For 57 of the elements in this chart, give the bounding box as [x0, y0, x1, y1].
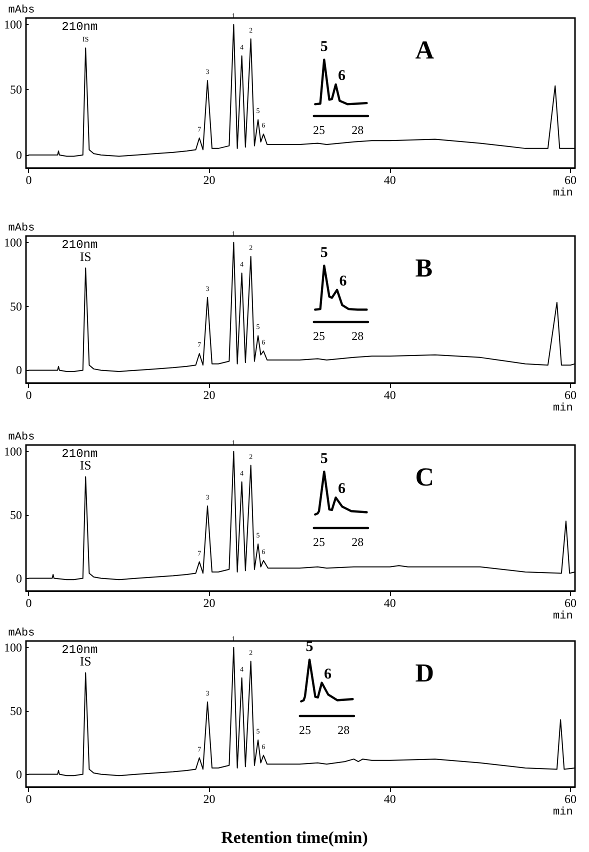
- x-axis-title: min: [553, 806, 573, 818]
- x-tick-label: 20: [203, 596, 216, 610]
- text: B: [415, 254, 433, 282]
- x-axis-title: min: [553, 188, 573, 200]
- y-axis-title: mAbs: [8, 628, 35, 640]
- x-tick-label: 0: [26, 388, 32, 402]
- y-tick-label: 0: [16, 767, 22, 782]
- text: D: [415, 658, 434, 688]
- y-tick-label: 50: [10, 299, 22, 314]
- x-tick-label: 25: [313, 535, 325, 549]
- y-tick-label: 100: [4, 640, 22, 654]
- x-tick-label: 20: [203, 173, 216, 187]
- x-tick-label: 60: [564, 792, 576, 806]
- annotation: 5: [320, 39, 328, 56]
- y-axis-title: mAbs: [8, 432, 35, 444]
- y-tick-label: 50: [10, 704, 22, 718]
- text: Retention time(min): [221, 828, 368, 847]
- x-tick-label: 25: [313, 329, 325, 343]
- x-tick-label: 40: [384, 596, 396, 610]
- y-tick-label: 100: [4, 444, 22, 458]
- annotation: 5: [320, 245, 328, 262]
- annotation: 5: [320, 451, 328, 468]
- annotation: 6: [338, 68, 346, 84]
- x-tick-label: 28: [338, 723, 350, 737]
- y-axis-title: mAbs: [8, 4, 35, 16]
- y-tick-label: 50: [10, 508, 22, 522]
- x-tick-label: 25: [299, 723, 311, 737]
- annotation: 6: [324, 666, 332, 682]
- x-axis-title: min: [553, 610, 573, 622]
- text: C: [415, 462, 434, 492]
- y-tick-label: 50: [10, 82, 22, 97]
- y-tick-label: 100: [4, 235, 22, 250]
- x-tick-label: 60: [564, 173, 576, 187]
- x-axis-title: min: [553, 402, 573, 414]
- x-tick-label: 60: [564, 388, 576, 402]
- y-axis-title: mAbs: [8, 222, 35, 234]
- x-tick-label: 20: [203, 388, 216, 402]
- x-tick-label: 28: [352, 535, 364, 549]
- y-tick-label: 0: [16, 363, 22, 378]
- x-tick-label: 0: [26, 792, 32, 806]
- y-tick-label: 100: [4, 18, 22, 32]
- x-tick-label: 28: [352, 329, 364, 343]
- x-tick-label: 40: [384, 173, 396, 187]
- x-tick-label: 60: [564, 596, 576, 610]
- x-tick-label: 40: [384, 388, 396, 402]
- x-tick-label: 40: [384, 792, 396, 806]
- annotation: 6: [338, 481, 346, 498]
- x-tick-label: 25: [313, 123, 325, 137]
- text: A: [415, 36, 434, 64]
- x-tick-label: 0: [26, 173, 32, 187]
- y-tick-label: 0: [16, 571, 22, 586]
- x-tick-label: 0: [26, 596, 32, 610]
- annotation: 6: [339, 273, 348, 290]
- x-tick-label: 28: [352, 123, 364, 137]
- chart-subtitle: 210nm: [62, 20, 98, 34]
- y-tick-label: 0: [16, 148, 22, 162]
- x-tick-label: 20: [203, 792, 216, 806]
